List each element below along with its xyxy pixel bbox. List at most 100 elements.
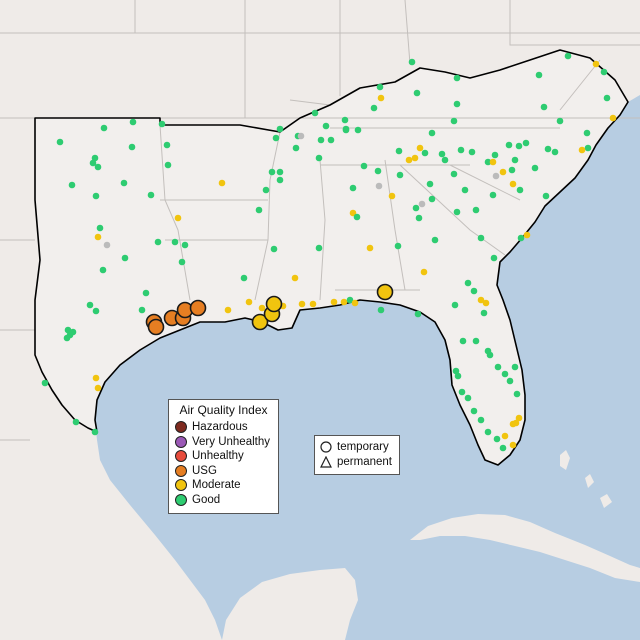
monitor-site: [315, 244, 323, 252]
monitor-site: [578, 146, 586, 154]
monitor-site: [128, 143, 136, 151]
monitor-site: [377, 306, 385, 314]
monitor-site: [91, 154, 99, 162]
monitor-site: [91, 428, 99, 436]
monitor-site: [309, 300, 317, 308]
monitor-site: [459, 337, 467, 345]
legend-swatch: [175, 493, 187, 506]
monitor-site: [453, 100, 461, 108]
legend-swatch: [175, 479, 187, 492]
monitor-site: [341, 116, 349, 124]
monitor-site: [416, 144, 424, 152]
monitor-site: [609, 114, 617, 122]
monitor-site: [415, 214, 423, 222]
monitor-site: [276, 176, 284, 184]
monitor-site: [492, 172, 500, 180]
monitor-site: [245, 298, 253, 306]
monitor-site: [428, 129, 436, 137]
monitor-site: [452, 367, 460, 375]
monitor-site: [413, 89, 421, 97]
monitor-site-elevated: [189, 299, 207, 317]
monitor-site: [468, 148, 476, 156]
monitor-site: [453, 74, 461, 82]
monitor-site: [522, 139, 530, 147]
monitor-site: [370, 104, 378, 112]
monitor-site: [411, 154, 419, 162]
monitor-site: [327, 136, 335, 144]
monitor-site: [457, 146, 465, 154]
monitor-site: [163, 141, 171, 149]
monitor-site: [480, 309, 488, 317]
monitor-site: [92, 374, 100, 382]
monitor-site: [564, 52, 572, 60]
monitor-site: [164, 161, 172, 169]
aqi-legend: Air Quality Index Hazardous Very Unhealth…: [168, 399, 279, 514]
monitor-site: [375, 182, 383, 190]
monitor-sites: [41, 52, 617, 452]
legend-swatch: [175, 435, 187, 448]
monitor-site: [315, 154, 323, 162]
monitor-site: [486, 351, 494, 359]
monitor-site: [515, 414, 523, 422]
cuba-land: [410, 514, 640, 582]
monitor-type-legend: temporary permanent: [314, 435, 400, 475]
monitor-site: [322, 122, 330, 130]
monitor-site: [511, 363, 519, 371]
monitor-site: [600, 68, 608, 76]
region-outline: [34, 49, 629, 466]
region-fill: [35, 50, 628, 465]
monitor-site: [508, 166, 516, 174]
legend-row-very-unhealthy: Very Unhealthy: [175, 435, 272, 450]
monitor-site: [454, 372, 462, 380]
monitor-site: [499, 168, 507, 176]
legend-row-moderate: Moderate: [175, 478, 272, 493]
monitor-site: [484, 428, 492, 436]
legend-label: Unhealthy: [192, 450, 244, 463]
legend-label: permanent: [337, 455, 392, 468]
monitor-site: [103, 241, 111, 249]
legend-row-usg: USG: [175, 464, 272, 479]
monitor-site: [147, 191, 155, 199]
monitor-site: [540, 103, 548, 111]
monitor-site: [405, 156, 413, 164]
monitor-site: [41, 379, 49, 387]
monitor-site-elevated: [265, 295, 283, 313]
legend-label: Moderate: [192, 479, 241, 492]
triangle-icon: [320, 455, 332, 468]
monitor-site: [68, 181, 76, 189]
monitor-site: [516, 186, 524, 194]
state-lines: [0, 0, 640, 441]
monitor-site: [464, 394, 472, 402]
monitor-site: [374, 167, 382, 175]
legend-swatch: [175, 464, 187, 477]
monitor-site: [92, 307, 100, 315]
monitor-site: [377, 94, 385, 102]
yucatan-land: [222, 568, 358, 640]
monitor-site: [292, 144, 300, 152]
monitor-site: [477, 296, 485, 304]
monitor-site: [349, 209, 357, 217]
monitor-site: [592, 60, 600, 68]
monitor-site: [511, 156, 519, 164]
monitor-site: [218, 179, 226, 187]
monitor-site: [349, 184, 357, 192]
monitor-site: [484, 158, 492, 166]
monitor-site: [63, 334, 71, 342]
monitor-site: [394, 242, 402, 250]
legend-row-good: Good: [175, 493, 272, 508]
monitor-site: [431, 236, 439, 244]
monitor-site: [418, 200, 426, 208]
monitor-site: [388, 192, 396, 200]
monitor-site: [438, 150, 446, 158]
monitor-site: [556, 117, 564, 125]
monitor-site: [464, 279, 472, 287]
monitor-site-elevated: [147, 318, 165, 336]
legend-label: Very Unhealthy: [192, 435, 270, 448]
monitor-site: [255, 206, 263, 214]
monitor-site: [258, 304, 266, 312]
monitor-site: [311, 109, 319, 117]
monitor-site: [531, 164, 539, 172]
monitor-site: [458, 388, 466, 396]
monitor-site: [142, 289, 150, 297]
